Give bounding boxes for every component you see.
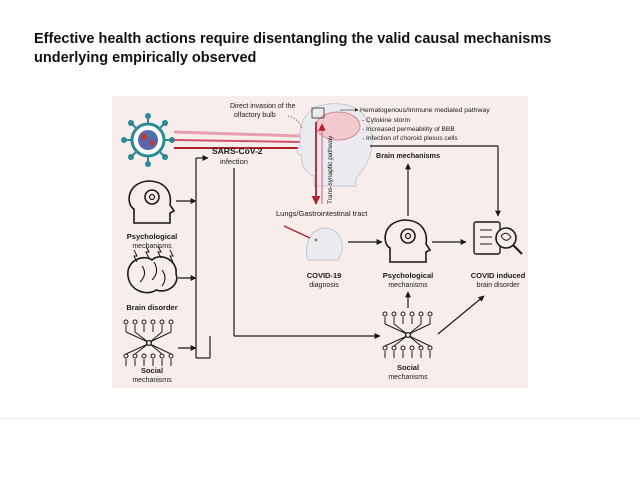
bullet-bbb: - Increased permeability of BBB [362, 126, 455, 133]
direct-invasion-label-2: olfactory bulb [234, 112, 276, 119]
trans-synaptic-label: Trans-synaptic pathway [327, 135, 334, 204]
direct-invasion-label-1: Direct invasion of the [230, 103, 295, 110]
brain-disorder-label: Brain disorder [126, 303, 177, 312]
left-bus [176, 155, 210, 359]
slide-title: Effective health actions require disenta… [34, 30, 594, 68]
left-social-label-1: Social [141, 366, 163, 375]
diagram-svg: Trans-synaptic pathway Direct invasion o… [121, 103, 526, 384]
hematogenous-arrow [370, 145, 501, 217]
mid-social-label-2: mechanisms [388, 374, 428, 381]
mid-psych-label-1: Psychological [383, 271, 433, 280]
infection-streaks [173, 130, 301, 149]
covid-induced-label-1: COVID induced [471, 271, 526, 280]
left-psych-label-2: mechanisms [132, 243, 172, 250]
covid-dx-label-1: COVID-19 [307, 271, 342, 280]
brain-mechanisms-label: Brain mechanisms [376, 151, 440, 160]
trans-synaptic-pathway [311, 122, 326, 205]
title-line-2: underlying empirically observed [34, 50, 257, 66]
left-psych-label-1: Psychological [127, 232, 177, 241]
left-social-label-2: mechanisms [132, 377, 172, 384]
causal-diagram: Trans-synaptic pathway Direct invasion o… [112, 96, 528, 388]
covid-induced-label-2: brain disorder [477, 282, 520, 289]
infection-paths [233, 168, 381, 339]
infection-label: infection [220, 157, 248, 166]
footer-divider [0, 418, 640, 419]
bullet-choroid: - Infection of choroid plexus cells [362, 135, 458, 142]
bullet-cytokine: - Cytokine storm [362, 117, 411, 124]
lungs-label: Lungs/Gastrointestinal tract [276, 209, 368, 218]
brain-disorder-icon [127, 245, 178, 294]
head-brain-icon [296, 103, 373, 187]
title-line-1: Effective health actions require disenta… [34, 31, 552, 47]
virus-icon [121, 113, 175, 167]
sars-cov-2-label: SARS-CoV-2 [212, 146, 263, 156]
mid-social-icon [382, 311, 433, 358]
covid-diagnosis-icon [283, 225, 343, 261]
covid-induced-icon [473, 221, 523, 255]
covid-dx-label-2: diagnosis [309, 282, 339, 289]
mid-psychological-icon [384, 219, 432, 263]
left-psychological-icon [128, 180, 176, 224]
hematogenous-label: Hematogenous/Immune mediated pathway [360, 107, 490, 114]
left-social-icon [123, 319, 174, 366]
mid-social-label-1: Social [397, 363, 419, 372]
social-arrows [209, 291, 485, 358]
mid-psych-label-2: mechanisms [388, 282, 428, 289]
